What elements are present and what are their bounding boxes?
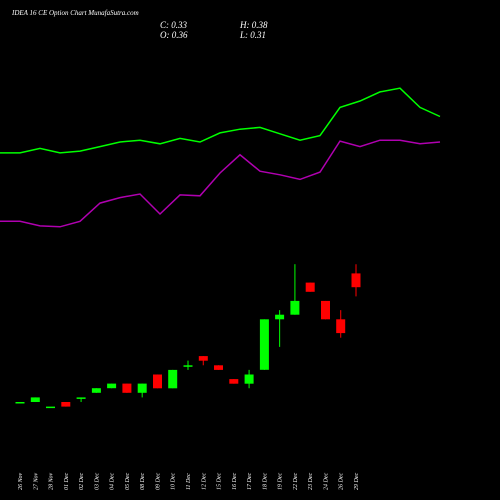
low-readout: L: 0.31 (239, 30, 266, 40)
candle-body (107, 383, 117, 389)
candle-body (46, 406, 55, 409)
candle (275, 310, 285, 347)
candle (198, 356, 208, 366)
candle-body (122, 383, 132, 393)
candle (183, 360, 193, 370)
date-tick-label: 23 Dec (308, 473, 314, 490)
candle (76, 397, 86, 403)
candle-body (229, 379, 239, 384)
candle (107, 383, 117, 389)
candle-body (214, 365, 223, 370)
candle-body (183, 365, 193, 367)
candle-body (76, 397, 86, 399)
candle (259, 319, 269, 370)
date-axis: 26 Nov 27 Nov 28 Nov 01 Dec 02 Dec 03 Dec 04 D… (18, 472, 360, 490)
date-tick-label: 22 Dec (293, 473, 299, 490)
candle-body (198, 356, 208, 361)
candle (321, 300, 330, 320)
candle (46, 406, 55, 409)
candle (168, 369, 178, 389)
candle-body (244, 374, 254, 384)
date-tick-label: 09 Dec (156, 473, 162, 490)
candle (290, 264, 300, 315)
candle-body (61, 402, 71, 407)
candle-body (15, 402, 25, 404)
candle (214, 365, 223, 370)
candle-body (30, 397, 40, 402)
ema-slow-line (0, 139, 441, 228)
candle-body (275, 314, 285, 320)
candle-body (168, 369, 178, 389)
candle-body (91, 388, 101, 393)
candles (15, 264, 361, 409)
candle (61, 402, 71, 407)
candle (305, 282, 315, 292)
candle-body (137, 383, 147, 393)
candle-body (290, 300, 300, 315)
close-readout: C: 0.33 (160, 20, 188, 30)
candle (122, 383, 132, 393)
candle-body (305, 282, 315, 292)
date-tick-label: 03 Dec (94, 473, 100, 490)
high-readout: H: 0.38 (239, 20, 268, 30)
date-tick-label: 26 Nov (18, 472, 24, 490)
date-tick-label: 27 Nov (33, 472, 39, 490)
date-tick-label: 05 Dec (125, 473, 131, 490)
candle (153, 374, 162, 389)
date-tick-label: 04 Dec (109, 473, 116, 490)
candle (351, 264, 361, 297)
candle (137, 383, 147, 398)
date-tick-label: 18 Dec (262, 473, 268, 490)
candle-body (336, 319, 346, 334)
candle (15, 402, 25, 404)
date-tick-label: 10 Dec (171, 473, 177, 490)
date-tick-label: 08 Dec (140, 473, 146, 490)
candle (336, 310, 346, 338)
date-tick-label: 24 Dec (323, 473, 330, 490)
date-tick-label: 12 Dec (201, 473, 207, 490)
date-tick-label: 29 Dec (354, 473, 360, 490)
ema-fast-line (0, 87, 441, 154)
open-readout: O: 0.36 (160, 30, 188, 40)
candle (229, 379, 239, 384)
candle (30, 397, 40, 403)
date-tick-label: 01 Dec (64, 473, 70, 490)
candle (91, 388, 101, 393)
chart-title: IDEA 16 CE Option Chart MunafaSutra.com (11, 9, 139, 17)
date-tick-label: 15 Dec (217, 473, 223, 490)
date-tick-label: 11 Dec (186, 473, 192, 490)
date-tick-label: 16 Dec (232, 473, 238, 490)
candle-body (321, 300, 330, 320)
date-tick-label: 17 Dec (247, 473, 253, 490)
date-tick-label: 19 Dec (278, 473, 284, 490)
date-tick-label: 26 Dec (339, 473, 345, 490)
candle-body (153, 374, 162, 389)
ema-lines (0, 87, 441, 228)
date-tick-label: 28 Nov (49, 472, 55, 490)
candle-body (259, 319, 269, 370)
candle (244, 369, 254, 389)
candle-body (351, 273, 361, 288)
date-tick-label: 02 Dec (79, 473, 85, 490)
